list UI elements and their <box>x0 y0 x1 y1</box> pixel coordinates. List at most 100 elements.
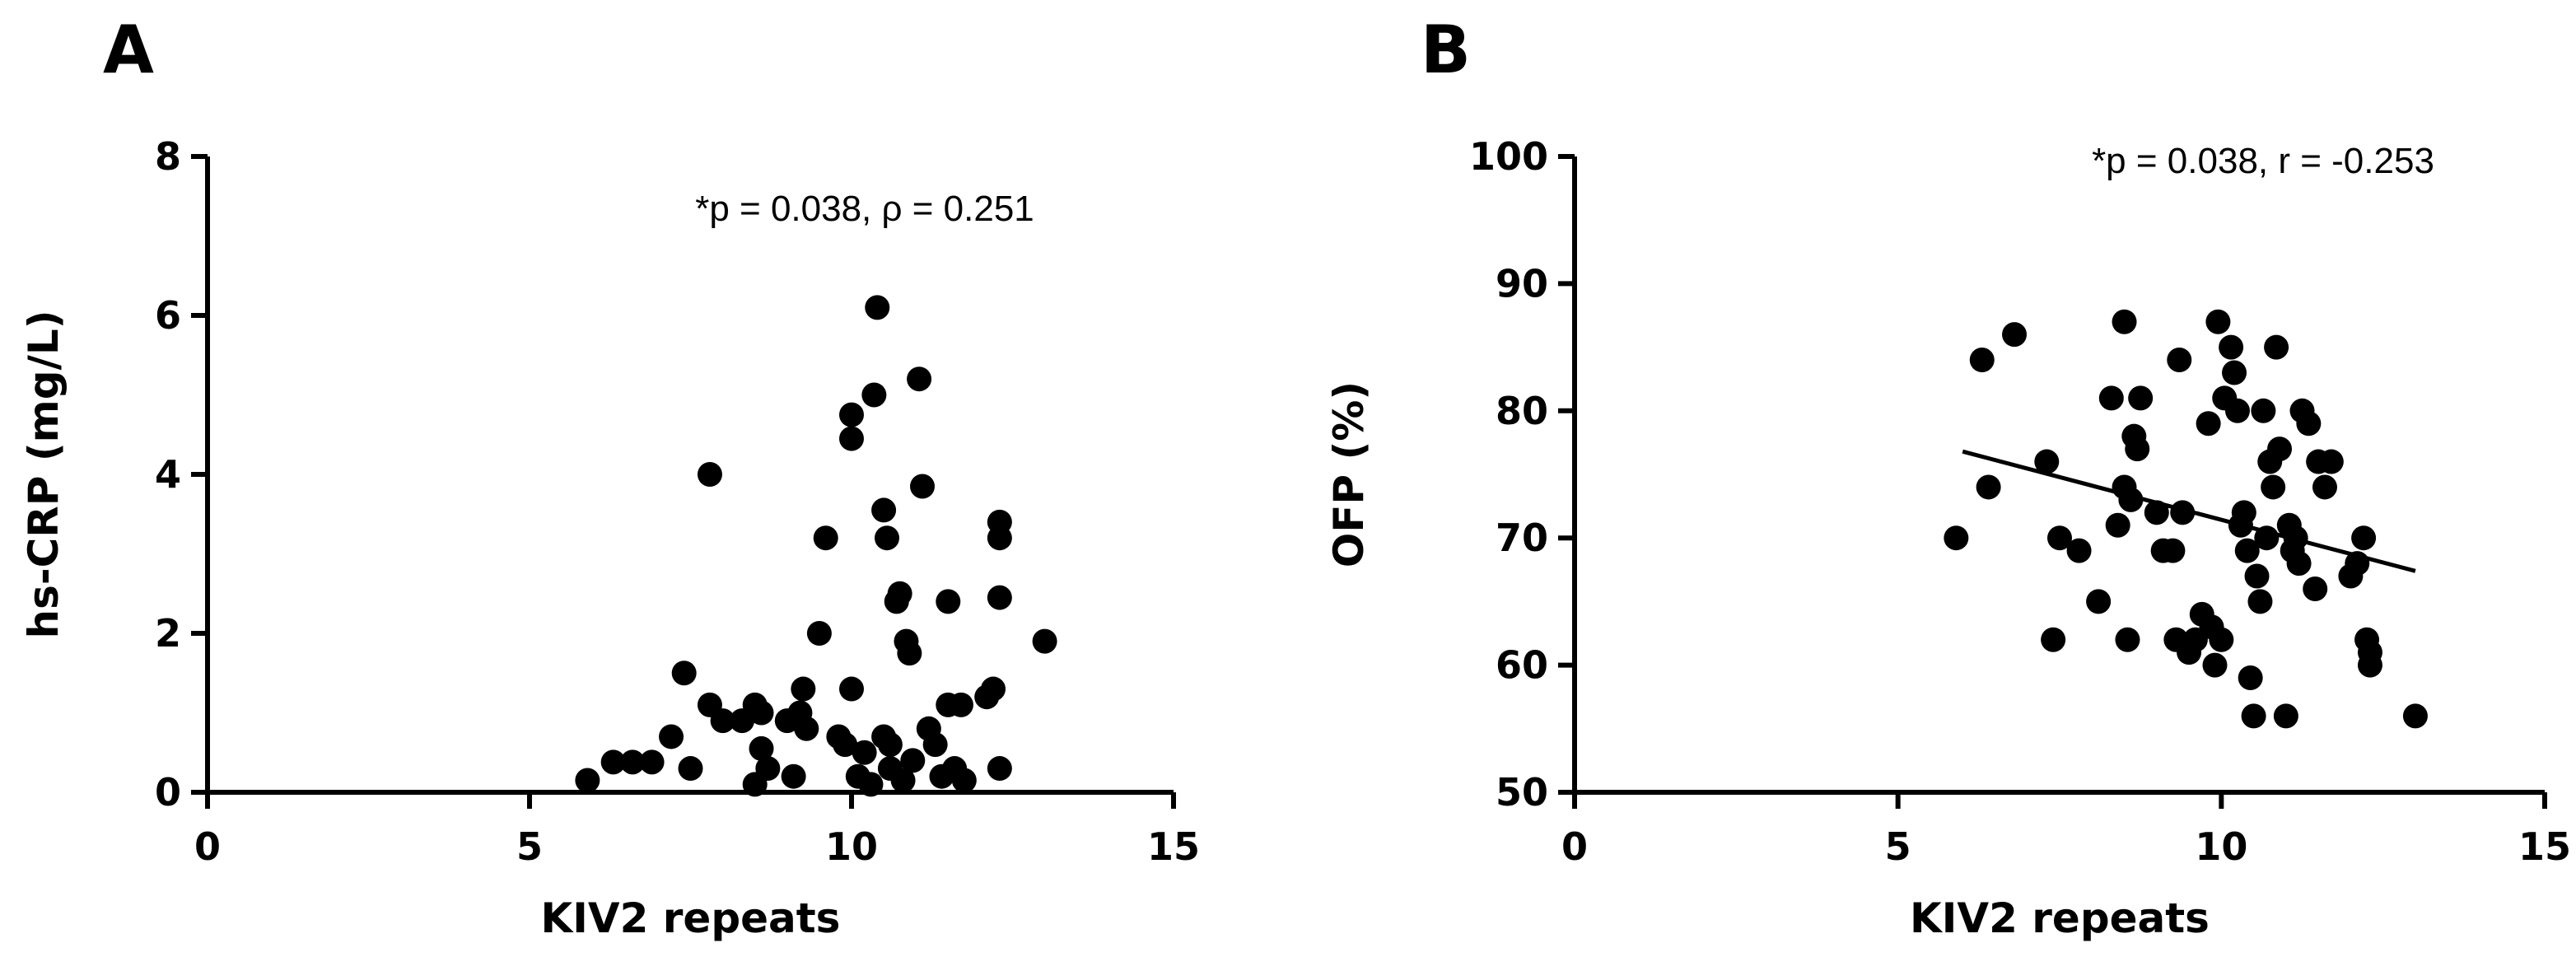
data-point <box>2224 398 2250 423</box>
data-point <box>2047 525 2072 551</box>
data-point <box>2241 703 2266 729</box>
data-point <box>897 641 922 666</box>
data-point <box>2238 665 2263 691</box>
data-point <box>1976 474 2001 500</box>
data-point <box>900 748 926 773</box>
data-point <box>890 768 916 793</box>
data-point <box>936 589 961 614</box>
data-point <box>2196 411 2221 436</box>
data-point <box>2144 500 2169 525</box>
data-point <box>2034 449 2060 474</box>
data-point <box>806 621 832 646</box>
data-point <box>1969 348 1995 373</box>
data-point <box>875 525 900 551</box>
data-point <box>2357 652 2382 678</box>
panel-label: A <box>103 12 154 88</box>
data-point <box>2273 703 2298 729</box>
data-point <box>1944 525 1969 551</box>
data-point <box>865 295 890 320</box>
data-point <box>2296 411 2322 436</box>
y-tick-label: 60 <box>1496 643 1548 688</box>
data-point <box>839 676 864 702</box>
x-axis-title: KIV2 repeats <box>541 894 841 942</box>
data-point <box>2402 703 2428 729</box>
data-point <box>910 474 936 499</box>
x-tick-label: 10 <box>2195 824 2247 869</box>
panel-a: A 0 2 4 6 8 0 5 10 15 KIV2 repeats hs-CRP (mg/L) *p … <box>20 12 1200 942</box>
data-point <box>659 724 684 749</box>
y-axis-title: OFP (%) <box>1325 381 1373 568</box>
y-tick-label: 90 <box>1496 261 1548 306</box>
data-point <box>2345 551 2370 577</box>
stats-annotation: *p = 0.038, ρ = 0.251 <box>695 189 1034 229</box>
data-point <box>755 756 781 782</box>
data-point <box>2118 487 2144 512</box>
data-point <box>2205 309 2231 334</box>
data-point <box>2160 538 2186 563</box>
x-tick-label: 0 <box>1561 824 1588 869</box>
data-point <box>2264 334 2289 360</box>
data-point <box>2167 348 2192 373</box>
data-point <box>839 426 864 451</box>
x-tick-label: 15 <box>1147 824 1200 869</box>
data-point <box>2041 627 2066 652</box>
data-point <box>2002 322 2028 348</box>
data-point <box>861 382 887 408</box>
data-point <box>2351 525 2377 551</box>
y-tick-label: 70 <box>1496 516 1548 560</box>
data-point <box>710 708 735 734</box>
data-point <box>575 768 600 793</box>
data-point <box>2283 525 2308 551</box>
y-tick-label: 2 <box>155 611 181 656</box>
data-point <box>2244 563 2270 589</box>
data-point <box>791 676 816 702</box>
data-point <box>907 366 932 392</box>
x-axis-title: KIV2 repeats <box>1910 894 2210 942</box>
data-point <box>987 756 1012 782</box>
data-point <box>2267 436 2293 462</box>
data-point <box>877 732 903 758</box>
data-point <box>671 661 697 686</box>
data-point <box>781 763 806 789</box>
panel-b: B 50 60 70 80 90 100 0 5 10 15 KIV2 repeats OFP (%) *… <box>1325 12 2571 942</box>
x-tick-label: 5 <box>1885 824 1911 869</box>
data-point <box>2128 385 2154 411</box>
data-point <box>2231 500 2256 525</box>
data-point <box>2254 525 2280 551</box>
data-point <box>2234 538 2260 563</box>
data-point <box>981 676 1006 702</box>
data-point <box>600 749 626 775</box>
stats-annotation: *p = 0.038, r = -0.253 <box>2092 141 2434 181</box>
data-point <box>2086 589 2112 614</box>
y-tick-label: 0 <box>155 770 181 815</box>
y-tick-label: 6 <box>155 293 181 338</box>
data-point <box>858 772 884 797</box>
data-point <box>2251 398 2276 423</box>
data-point <box>678 756 703 782</box>
data-point <box>951 768 977 793</box>
x-tick-label: 10 <box>825 824 878 869</box>
data-point <box>2202 652 2228 678</box>
data-point <box>2066 538 2092 563</box>
panel-label: B <box>1421 12 1471 88</box>
y-tick-label: 4 <box>155 452 181 497</box>
y-tick-label: 80 <box>1496 389 1548 433</box>
data-point <box>2261 474 2286 500</box>
data-point <box>2098 385 2124 411</box>
data-point <box>2209 627 2234 652</box>
data-point <box>839 402 864 427</box>
data-point <box>2219 334 2244 360</box>
data-point <box>2303 576 2328 601</box>
data-point <box>987 525 1012 551</box>
x-tick-label: 0 <box>194 824 221 869</box>
data-point <box>639 749 665 775</box>
data-point <box>2112 309 2137 334</box>
y-axis-title: hs-CRP (mg/L) <box>20 310 68 638</box>
data-point <box>2170 500 2196 525</box>
y-tick-label: 8 <box>155 134 181 179</box>
data-point <box>987 585 1012 610</box>
data-point <box>852 740 877 765</box>
data-point <box>749 700 774 726</box>
data-point <box>749 735 774 761</box>
